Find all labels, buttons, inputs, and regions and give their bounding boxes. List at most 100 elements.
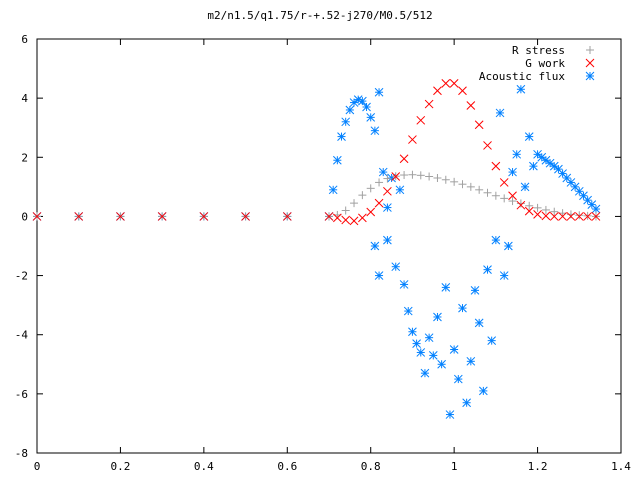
point-plus [475,185,484,194]
point-cross [516,200,526,210]
point-plus [358,191,367,200]
point-star [487,336,497,345]
point-star [408,327,417,337]
point-plus [350,199,359,208]
point-cross [508,191,517,201]
point-star [358,96,367,106]
point-cross [383,186,392,196]
y-tick-label: -8 [15,447,28,460]
point-cross [583,212,592,221]
point-star [412,339,421,348]
legend-marker-cross [585,58,595,68]
legend-label: G work [525,57,565,70]
point-star [370,241,380,251]
point-cross [524,206,534,216]
point-plus [533,203,542,212]
point-star [341,117,351,127]
point-cross [241,212,250,221]
point-star [395,185,405,195]
point-plus [441,175,450,184]
point-star [399,280,409,289]
y-tick-label: -4 [15,329,29,342]
axis-ticks: 0 0.2 0.4 0.6 0.8 1 1.2 1.4 6 4 2 0 -2 -4 -6 -8 [15,33,632,473]
point-cross [541,211,551,221]
point-star [458,303,467,313]
point-star [449,345,459,354]
point-cross [74,212,84,221]
point-cross [474,120,484,130]
y-tick-label: 0 [21,210,28,223]
x-tick-label: 0.8 [361,460,381,473]
point-cross [424,99,434,109]
point-cross [441,79,451,88]
point-star [466,356,476,366]
point-star [512,149,522,159]
point-star [474,318,484,328]
point-star [462,398,472,408]
x-tick-label: 0.6 [277,460,297,473]
point-star [499,271,509,280]
x-tick-label: 0 [34,460,41,473]
legend-marker-plus [586,46,594,54]
chart-title: m2/n1.5/q1.75/r-+.52-j270/M0.5/512 [207,9,432,22]
y-tick-label: 2 [21,151,28,164]
point-star [349,98,359,107]
point-plus [425,172,434,181]
point-star [383,203,392,212]
point-star [416,348,426,357]
legend-marker-star [585,71,595,81]
point-plus [433,173,442,182]
point-star [337,132,346,141]
point-cross [199,212,209,221]
point-cross [324,212,334,221]
point-star [403,306,413,316]
point-star [345,105,355,115]
point-cross [566,212,576,221]
point-plus [566,210,575,219]
point-plus [383,174,392,183]
point-star [495,108,505,118]
point-star [420,368,430,378]
legend-label: R stress [512,44,565,57]
point-star [516,84,526,94]
point-plus [375,178,384,187]
y-tick-label: -6 [15,388,28,401]
point-star [591,204,601,214]
point-cross [341,215,351,225]
point-cross [116,212,125,221]
point-cross [416,115,426,125]
point-star [328,185,338,195]
point-star [428,351,438,360]
point-plus [483,188,492,197]
point-star [374,87,384,97]
point-star [524,132,534,141]
point-cross [358,213,367,223]
point-star [520,182,530,192]
point-star [437,359,446,369]
point-plus [450,177,459,186]
point-star [424,333,434,343]
point-cross [574,212,584,221]
point-cross [366,207,376,217]
point-star [483,265,492,275]
x-tick-label: 0.2 [110,460,130,473]
point-star [441,283,451,292]
point-plus [516,199,525,208]
point-star [453,374,463,384]
point-star [478,386,488,396]
point-plus [408,170,417,179]
point-cross [391,172,401,181]
point-plus [400,171,409,180]
point-cross [332,213,342,223]
point-star [433,312,442,322]
point-star [383,235,392,245]
point-cross [32,212,42,221]
point-cross [399,154,409,164]
point-star [370,126,380,136]
point-star [332,155,342,165]
plot-frame [36,38,622,454]
point-plus [416,171,425,180]
point-cross [491,161,501,171]
point-star [508,167,517,177]
